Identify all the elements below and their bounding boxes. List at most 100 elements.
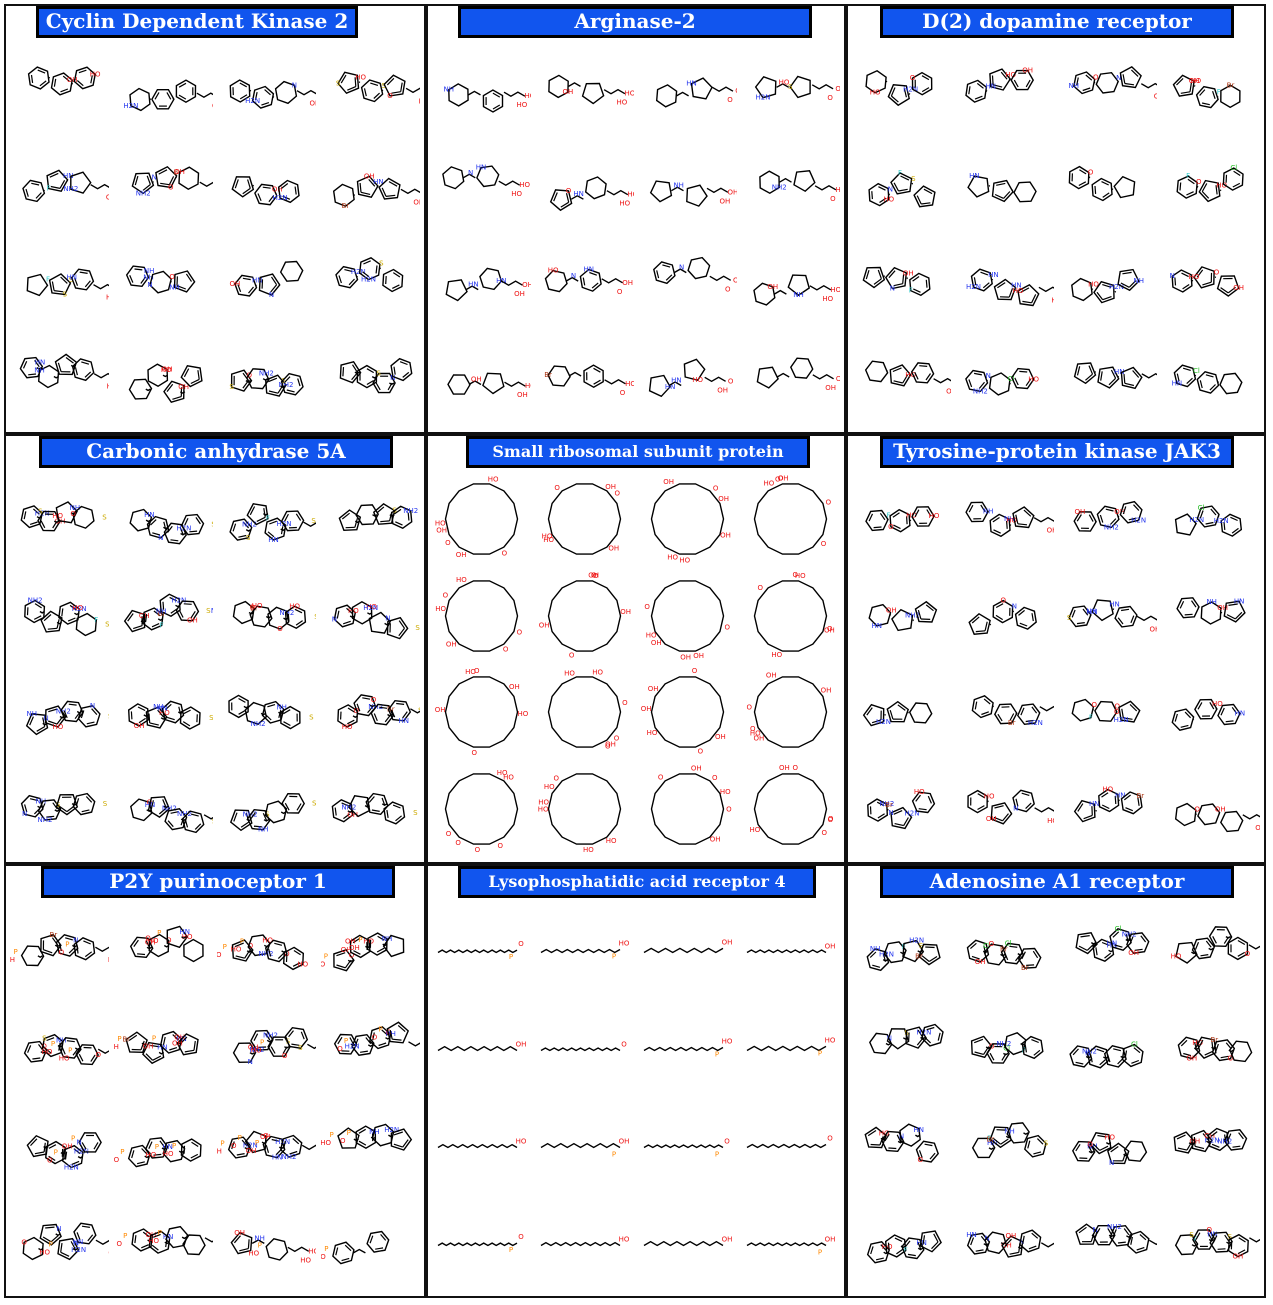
svg-text:O: O xyxy=(248,942,254,950)
molecule-structure-image: O HO O OH OH OH xyxy=(638,667,737,757)
svg-text:O: O xyxy=(517,628,523,636)
molecule-drawing: ON xyxy=(968,596,1037,635)
svg-text:S: S xyxy=(335,79,340,87)
svg-text:OH: OH xyxy=(340,946,351,954)
svg-text:O: O xyxy=(1087,1140,1093,1148)
molecule-structure-image: POOHHNPHOOO xyxy=(114,1197,213,1288)
svg-text:NH: NH xyxy=(254,1234,265,1242)
svg-text:O: O xyxy=(370,696,376,704)
molecule-structure-image: HO O O O HO O xyxy=(432,764,531,854)
molecule-structure-image: SNHHNHNOHOH xyxy=(1058,571,1157,661)
svg-text:O: O xyxy=(725,623,731,631)
svg-text:O: O xyxy=(503,645,509,653)
molecule-structure-image: H2NPOHOPOOHHNPOHH2NNH2OHO xyxy=(217,1099,316,1190)
svg-text:HO: HO xyxy=(929,512,940,520)
svg-text:P: P xyxy=(51,1040,55,1048)
svg-text:O: O xyxy=(348,951,354,959)
molecule-structure-image: HNNHOHO xyxy=(10,334,109,424)
molecule-drawing: OHP xyxy=(746,1235,835,1256)
svg-text:H2N: H2N xyxy=(1109,283,1124,291)
molecule-structure-image: BrOHOONH2HOSH2N xyxy=(217,571,316,661)
svg-text:OH: OH xyxy=(272,185,283,193)
svg-text:F: F xyxy=(46,276,50,284)
molecule-drawing: NH2NHSHN xyxy=(228,694,314,730)
svg-text:N: N xyxy=(385,614,390,622)
svg-text:H2N: H2N xyxy=(756,94,771,102)
svg-text:HO: HO xyxy=(825,1036,836,1044)
svg-text:P: P xyxy=(154,1143,158,1151)
molecule-drawing: HO N HN O xyxy=(864,1123,939,1164)
svg-text:OH: OH xyxy=(114,1043,119,1051)
svg-text:NH2: NH2 xyxy=(263,1031,278,1039)
svg-text:S: S xyxy=(209,714,213,722)
svg-text:S: S xyxy=(413,808,418,816)
svg-text:HO: HO xyxy=(548,267,559,275)
svg-text:OH: OH xyxy=(1233,284,1244,292)
svg-text:P: P xyxy=(612,1151,616,1159)
svg-text:OH: OH xyxy=(605,740,616,748)
svg-text:OH: OH xyxy=(778,474,789,482)
svg-text:O: O xyxy=(554,774,560,782)
svg-text:NH2: NH2 xyxy=(973,387,988,395)
svg-text:O: O xyxy=(518,1233,524,1241)
svg-text:OH: OH xyxy=(234,1228,245,1236)
molecule-drawing: H2N Cl H2N xyxy=(1174,504,1243,537)
svg-text:OH: OH xyxy=(767,283,778,291)
svg-text:O: O xyxy=(827,1135,833,1143)
molecule-structure-image: NH2NHSSH2N xyxy=(217,764,316,854)
svg-text:O: O xyxy=(371,1033,377,1041)
molecule-structure-image: HO P xyxy=(535,904,634,995)
molecule-structure-image: OH NH HO HO xyxy=(741,237,840,327)
svg-text:OH: OH xyxy=(363,172,374,180)
molecule-drawing: OH HN N xyxy=(230,260,304,299)
molecule-structure-image: POHBrNPOHOHO xyxy=(10,904,109,995)
svg-text:N: N xyxy=(147,281,152,289)
panel-6: Tyrosine-protein kinase JAK3 F O HO HO NH NH HO… xyxy=(846,434,1266,864)
svg-text:Br: Br xyxy=(250,604,258,612)
molecule-drawing: Br HOO xyxy=(544,363,634,396)
svg-text:N: N xyxy=(571,272,576,280)
svg-text:N: N xyxy=(90,702,95,710)
molecule-structure-image: HO xyxy=(535,1197,634,1288)
svg-text:OH: OH xyxy=(172,1039,183,1047)
molecule-structure-image: OHPHOOOHHONHPOH xyxy=(321,904,420,995)
svg-text:N: N xyxy=(888,185,893,193)
svg-text:O: O xyxy=(617,288,623,296)
panel-title: Tyrosine-protein kinase JAK3 xyxy=(880,436,1234,468)
svg-text:H2N: H2N xyxy=(903,85,918,93)
svg-text:NH: NH xyxy=(1086,607,1097,615)
molecule-structure-image: NNH2OOH xyxy=(1058,1197,1157,1288)
svg-text:S: S xyxy=(1228,1233,1233,1241)
molecule-drawing: PHO xyxy=(321,1230,389,1264)
svg-text:HO: HO xyxy=(181,933,192,941)
molecule-drawing: HNNOHOHNOOH xyxy=(966,1228,1054,1259)
svg-text:HO: HO xyxy=(366,603,377,611)
svg-text:P: P xyxy=(323,952,327,960)
svg-text:S: S xyxy=(788,83,793,91)
svg-text:HO: HO xyxy=(692,376,703,384)
svg-text:O: O xyxy=(747,704,753,712)
svg-text:NH: NH xyxy=(381,935,392,943)
molecule-structure-image: NH2NHSHN xyxy=(217,667,316,757)
svg-text:HO: HO xyxy=(830,286,840,294)
svg-text:H2N: H2N xyxy=(74,1148,89,1156)
svg-text:OH: OH xyxy=(986,815,997,823)
molecule-drawing: HOP xyxy=(746,1036,836,1057)
svg-text:OH: OH xyxy=(563,88,574,96)
molecule-drawing: OH xyxy=(437,1040,526,1051)
svg-text:HN: HN xyxy=(1172,379,1183,387)
svg-text:O: O xyxy=(826,498,832,506)
svg-text:NH: NH xyxy=(34,366,45,374)
molecule-drawing: OH NH2 OH H2N xyxy=(1073,500,1146,532)
molecule-structure-image: SNH2SNH2 xyxy=(321,474,420,564)
svg-text:HN: HN xyxy=(969,172,980,180)
